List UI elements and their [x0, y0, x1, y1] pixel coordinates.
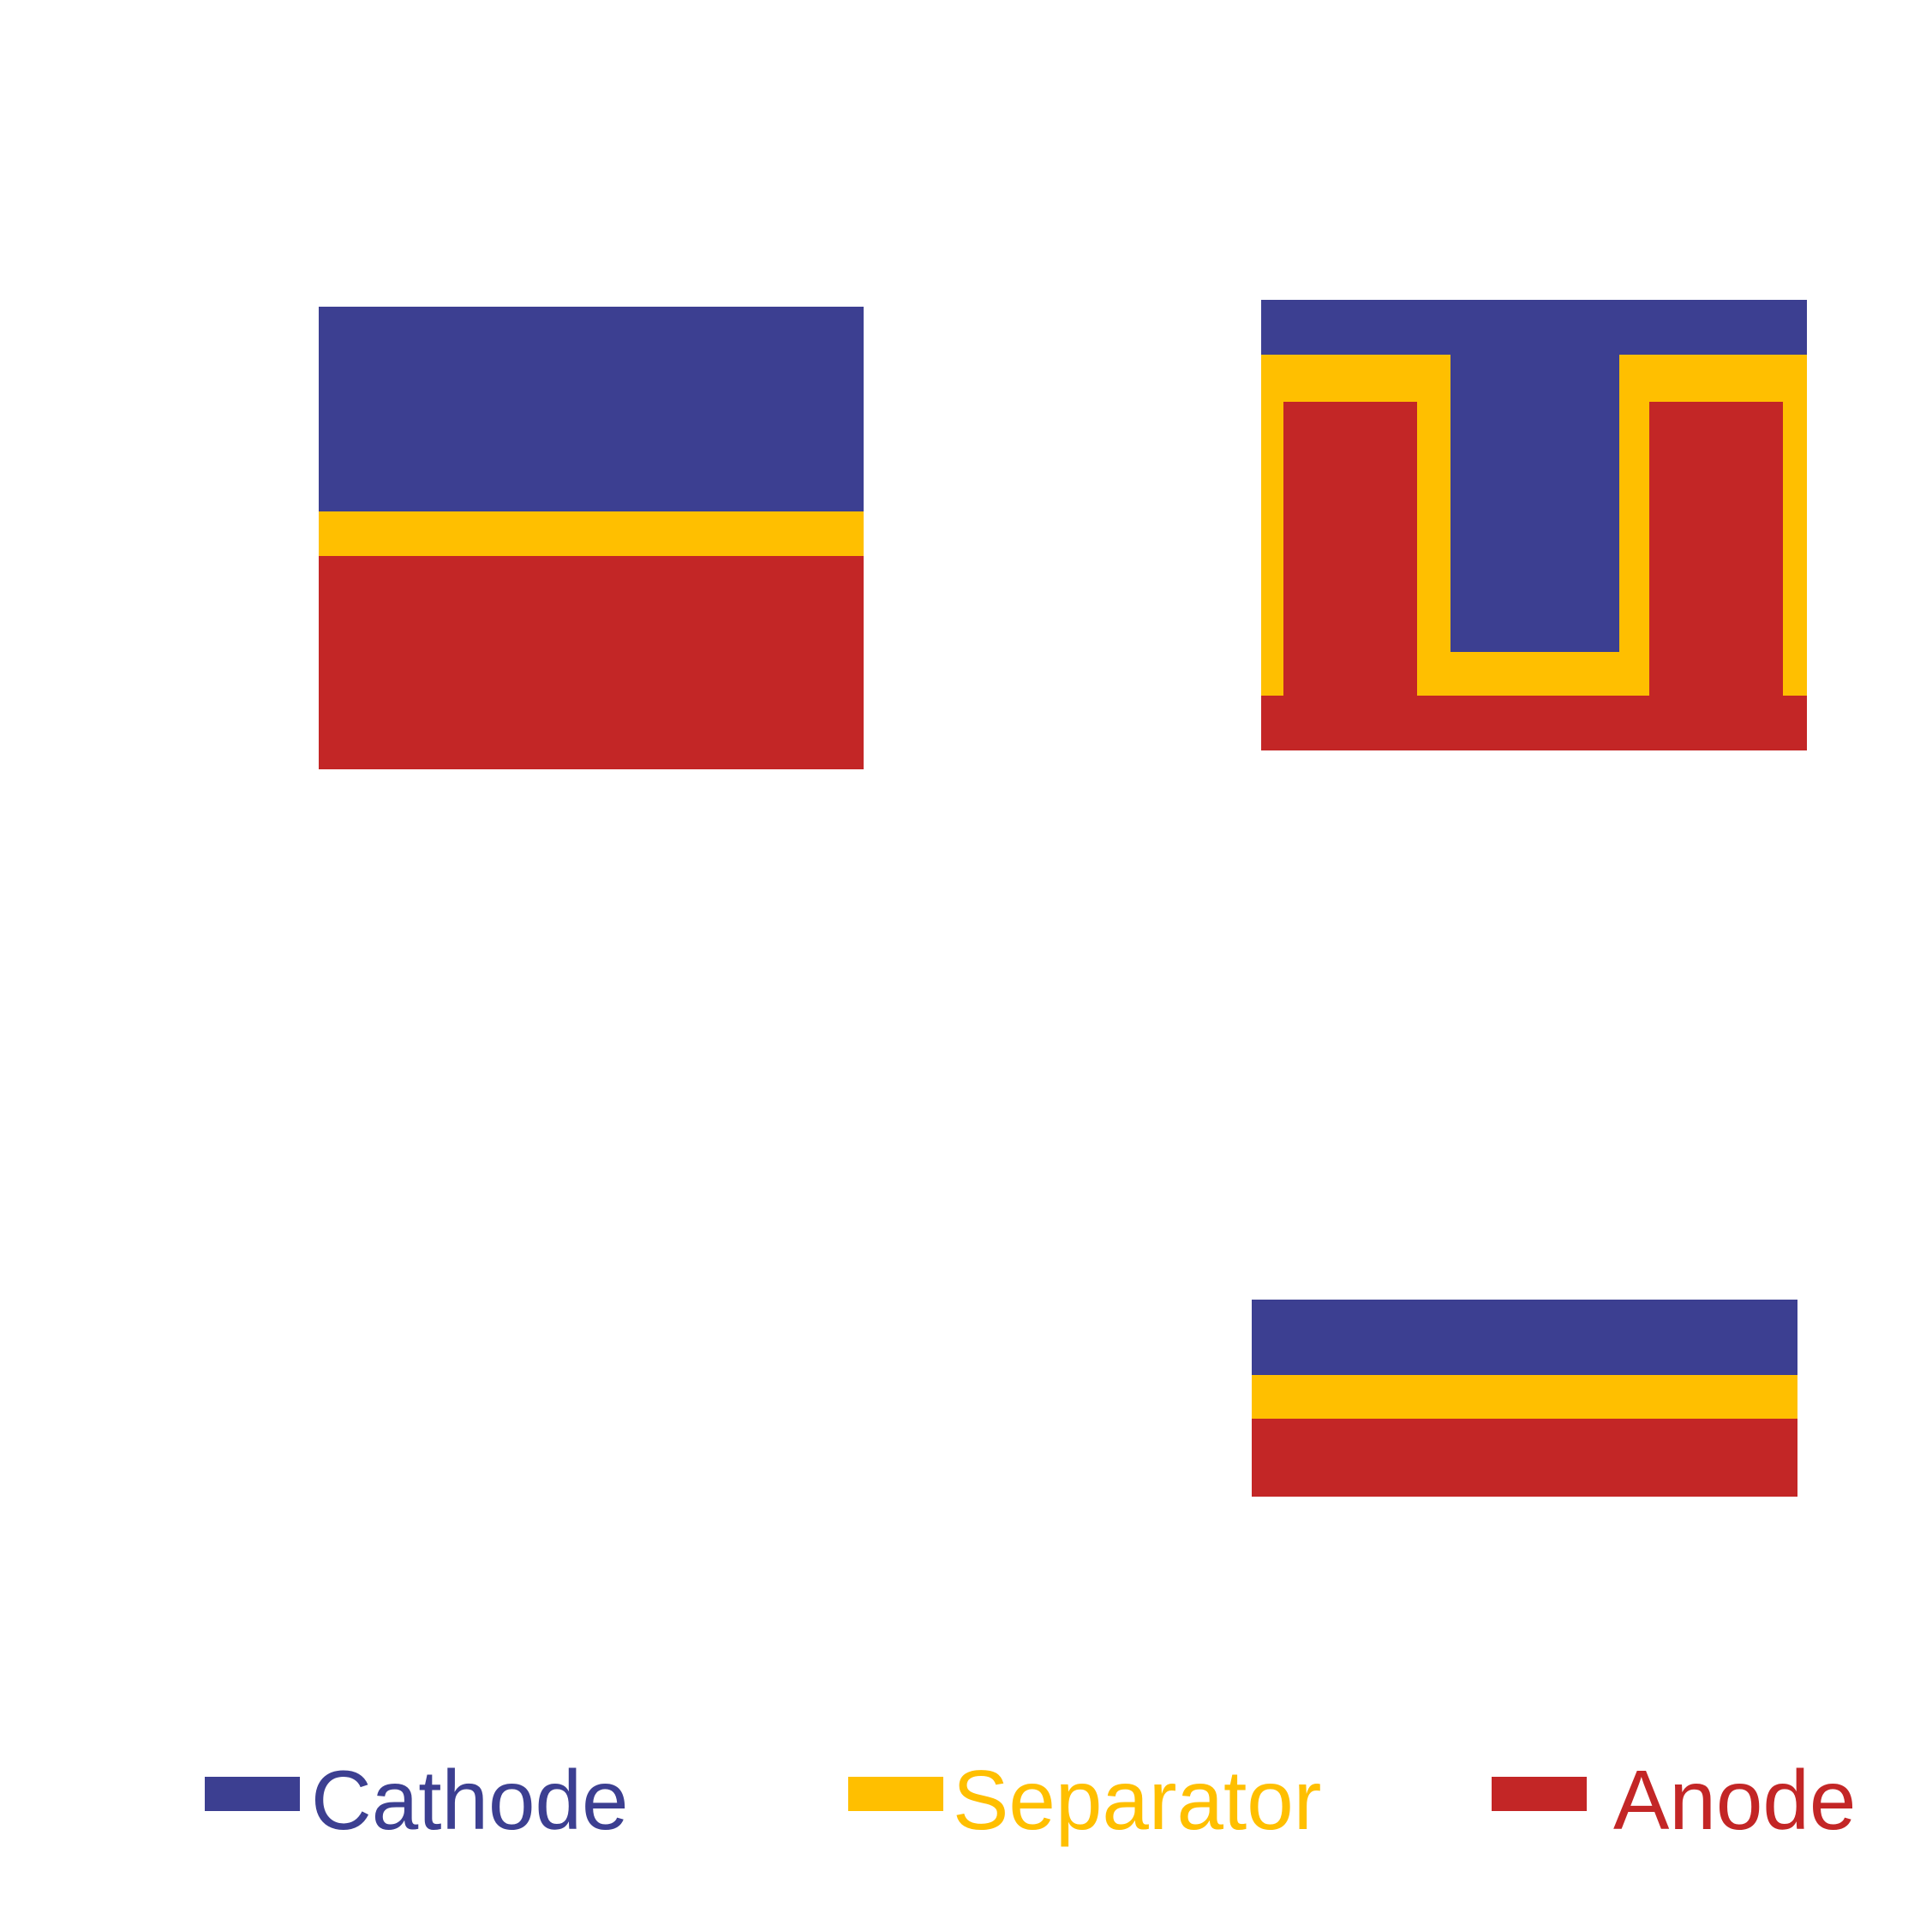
planar-thin-cell	[1252, 1300, 1797, 1497]
legend-label-cathode: Cathode	[311, 1753, 629, 1847]
interdigitated-cell	[1261, 300, 1807, 750]
legend-item-separator: Separator	[848, 1753, 1321, 1847]
interdigitated-anode-finger-right	[1649, 402, 1783, 696]
planar-thin-separator-layer	[1252, 1375, 1797, 1420]
legend-label-anode: Anode	[1613, 1753, 1856, 1847]
interdigitated-cathode-finger	[1450, 354, 1619, 652]
legend-label-separator: Separator	[953, 1753, 1321, 1847]
legend-item-anode: Anode	[1492, 1753, 1856, 1847]
planar-thin-anode-layer	[1252, 1419, 1797, 1497]
planar-thin-cathode-layer	[1252, 1300, 1797, 1376]
interdigitated-anode-bottom-layer	[1261, 696, 1807, 750]
interdigitated-anode-finger-left	[1283, 402, 1417, 696]
legend-item-cathode: Cathode	[205, 1753, 629, 1847]
legend-swatch-cathode	[205, 1777, 300, 1811]
legend: Cathode Separator Anode	[205, 1753, 1856, 1847]
planar-thick-anode-layer	[319, 556, 864, 769]
interdigitated-cathode-top-layer	[1261, 300, 1807, 355]
planar-thick-separator-layer	[319, 511, 864, 557]
legend-swatch-anode	[1492, 1777, 1587, 1811]
planar-thick-cell	[319, 307, 864, 769]
legend-swatch-separator	[848, 1777, 943, 1811]
planar-thick-cathode-layer	[319, 307, 864, 512]
